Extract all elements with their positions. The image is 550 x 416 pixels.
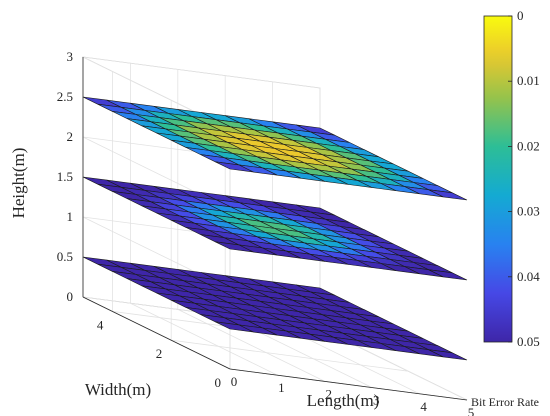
slice-z-2_5 — [82, 96, 468, 201]
y-tick-label: 2 — [156, 346, 163, 361]
z-tick-label: 0.5 — [57, 249, 73, 264]
slice-surfaces — [82, 96, 468, 361]
x-tick-label: 5 — [468, 405, 475, 416]
x-axis-line — [229, 368, 468, 401]
slice-cell — [428, 189, 468, 201]
colorbar-label: Bit Error Rate — [471, 395, 539, 409]
colorbar-tick-label: 0.04 — [517, 269, 540, 284]
axes-front — [82, 57, 468, 401]
y-axis-label: Width(m) — [85, 380, 151, 399]
colorbar-tick-label: 0.03 — [517, 204, 540, 219]
x-tick-label: 3 — [373, 393, 380, 408]
z-tick-label: 2 — [67, 129, 74, 144]
colorbar-tick-label: 0.01 — [517, 73, 540, 88]
colorbar: 0 0.01 0.02 0.03 0.04 0.05 — [483, 8, 540, 349]
y-axis-line — [82, 296, 231, 370]
colorbar-tick-label: 0 — [517, 8, 524, 23]
slice-cell — [428, 349, 468, 361]
x-axis-label: Length(m) — [307, 391, 380, 410]
x-tick-label: 1 — [278, 380, 285, 395]
tick-labels: 0 1 2 3 4 5 0 2 4 0 0.5 1 1.5 2 2.5 3 — [57, 49, 475, 416]
y-tick-label: 4 — [97, 317, 104, 332]
slice-z-0_5 — [82, 256, 468, 361]
x-tick-label: 0 — [231, 374, 238, 389]
x-gridline — [177, 69, 325, 382]
z-tick-label: 3 — [67, 49, 74, 64]
colorbar-gradient — [483, 15, 513, 343]
z-tick-label: 1.5 — [57, 169, 73, 184]
x-tick-label: 4 — [420, 399, 427, 414]
y-tick-label: 0 — [215, 375, 222, 390]
z-tick-label: 0 — [67, 289, 74, 304]
z-tick-label: 2.5 — [57, 89, 73, 104]
colorbar-tick-label: 0.05 — [517, 334, 540, 349]
slice-cell — [428, 269, 468, 281]
x-gridline — [129, 63, 278, 376]
colorbar-tick-label: 0.02 — [517, 138, 540, 153]
x-tick-label: 2 — [326, 386, 333, 401]
z-tick-label: 1 — [67, 209, 74, 224]
slice-z-1_5 — [82, 176, 468, 281]
z-axis-label: Height(m) — [9, 148, 28, 219]
